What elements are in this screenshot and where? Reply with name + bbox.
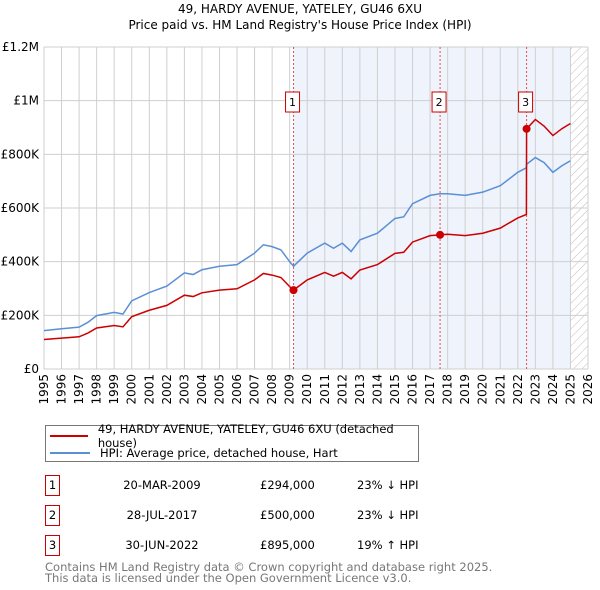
sale-marker-box: 3 (45, 535, 60, 556)
sale-point (289, 286, 298, 295)
legend-item-property: 49, HARDY AVENUE, YATELEY, GU46 6XU (det… (50, 422, 418, 450)
x-tick-label: 2009 (283, 374, 297, 405)
x-tick-label: 2000 (125, 374, 139, 405)
y-tick-label: £1M (13, 94, 39, 108)
sale-hpi-diff: 23% ↓ HPI (357, 508, 419, 522)
legend-label: 49, HARDY AVENUE, YATELEY, GU46 6XU (det… (97, 422, 394, 450)
x-tick-label: 2019 (458, 374, 472, 405)
legend-label: HPI: Average price, detached house, Hart (100, 446, 338, 460)
footer-licence: This data is licensed under the Open Gov… (45, 571, 412, 585)
x-tick-label: 2002 (160, 374, 174, 405)
sale-point (522, 124, 531, 133)
chart-subtitle: Price paid vs. HM Land Registry's House … (128, 18, 471, 32)
legend-swatch-blue (50, 452, 90, 454)
y-tick-label: £1.2M (2, 40, 39, 54)
x-tick-label: 1999 (107, 374, 121, 405)
y-tick-label: £800K (1, 147, 41, 161)
sale-label: 3 (522, 96, 529, 109)
x-tick-label: 2007 (248, 374, 262, 405)
property-price-line (43, 118, 571, 341)
sale-marker-box: 2 (45, 505, 60, 526)
sale-label-box (285, 91, 301, 113)
x-tick-label: 2018 (441, 374, 455, 405)
chart-title: 49, HARDY AVENUE, YATELEY, GU46 6XU (178, 2, 422, 16)
sale-price: £500,000 (260, 508, 315, 522)
table-row: 1 20-MAR-2009 £294,000 23% ↓ HPI (45, 475, 465, 496)
x-tick-label: 2001 (142, 374, 156, 405)
x-tick-label: 2025 (563, 374, 577, 405)
sale-price: £895,000 (260, 538, 315, 552)
legend-swatch-red (50, 435, 88, 437)
x-tick-label: 2013 (353, 374, 367, 405)
x-tick-label: 2022 (511, 374, 525, 405)
sale-date: 28-JUL-2017 (126, 508, 198, 522)
x-tick-label: 2012 (335, 374, 349, 405)
x-tick-label: 1997 (72, 374, 86, 405)
y-tick-label: £0 (24, 362, 39, 376)
x-tick-label: 2005 (212, 374, 226, 405)
sale-label: 2 (436, 96, 443, 109)
sale-hpi-diff: 19% ↑ HPI (357, 538, 419, 552)
table-row: 3 30-JUN-2022 £895,000 19% ↑ HPI (45, 535, 465, 556)
x-tick-label: 2014 (370, 374, 384, 405)
x-tick-label: 2008 (265, 374, 279, 405)
x-tick-label: 2023 (528, 374, 542, 405)
table-row: 2 28-JUL-2017 £500,000 23% ↓ HPI (45, 505, 465, 526)
footer-copyright: Contains HM Land Registry data © Crown c… (45, 560, 493, 574)
y-tick-label: £600K (1, 201, 41, 215)
x-tick-label: 2015 (388, 374, 402, 405)
y-tick-label: £200K (1, 308, 41, 322)
sale-marker-box: 1 (45, 475, 60, 496)
sale-hpi-diff: 23% ↓ HPI (357, 478, 419, 492)
x-tick-label: 2020 (476, 374, 490, 405)
sale-date: 20-MAR-2009 (123, 478, 201, 492)
hpi-line (43, 156, 571, 332)
x-tick-label: 2016 (406, 374, 420, 405)
x-tick-label: 2024 (546, 374, 560, 405)
sale-label-box (431, 91, 447, 113)
sale-label: 1 (289, 96, 296, 109)
x-tick-label: 2006 (230, 374, 244, 405)
y-tick-label: £400K (1, 255, 41, 269)
x-tick-label: 2011 (318, 374, 332, 405)
x-tick-label: 1998 (90, 374, 104, 405)
x-tick-label: 2017 (423, 374, 437, 405)
x-tick-label: 2010 (300, 374, 314, 405)
sale-date: 30-JUN-2022 (125, 538, 199, 552)
legend: 49, HARDY AVENUE, YATELEY, GU46 6XU (det… (45, 422, 419, 462)
x-tick-label: 2026 (581, 374, 595, 405)
sale-point (436, 230, 445, 239)
legend-item-hpi: HPI: Average price, detached house, Hart (50, 445, 338, 461)
x-tick-label: 2021 (493, 374, 507, 405)
price-chart: 49, HARDY AVENUE, YATELEY, GU46 6XU Pric… (1, 2, 595, 405)
sale-price: £294,000 (260, 478, 315, 492)
x-tick-label: 2003 (177, 374, 191, 405)
sale-label-box (518, 91, 534, 113)
x-tick-label: 1995 (37, 374, 51, 405)
x-tick-label: 2004 (195, 374, 209, 405)
x-tick-label: 1996 (55, 374, 69, 405)
